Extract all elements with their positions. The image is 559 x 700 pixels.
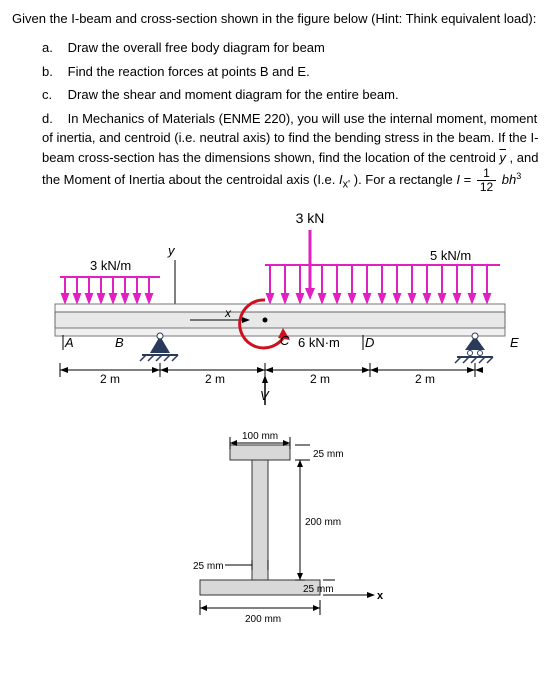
label-C: C <box>280 333 290 348</box>
letter-a: a. <box>42 38 64 58</box>
label-D: D <box>365 335 374 350</box>
letter-d: d. <box>42 109 64 129</box>
web-width: 25 mm <box>193 561 224 572</box>
span4: 2 m <box>415 372 435 386</box>
bh: bh <box>502 172 516 187</box>
x-label: x <box>224 306 232 320</box>
bot-width: 200 mm <box>245 614 281 625</box>
cross-section-diagram: 100 mm 25 mm 200 mm 25 mm 25 mm x 200 mm <box>145 425 415 635</box>
y-label: y <box>167 243 176 258</box>
text-d-1: In Mechanics of Materials (ENME 220), yo… <box>42 111 538 165</box>
item-d: d. In Mechanics of Materials (ENME 220),… <box>42 109 547 195</box>
top-width: 100 mm <box>242 431 278 442</box>
span1: 2 m <box>100 372 120 386</box>
label-E: E <box>510 335 519 350</box>
beam-diagram: 3 kN y 3 kN/m 5 kN/m <box>30 205 530 415</box>
ybar: y <box>499 150 506 165</box>
item-c: c. Draw the shear and moment diagram for… <box>42 85 547 105</box>
text-c: Draw the shear and moment diagram for th… <box>68 87 399 102</box>
bot-height: 25 mm <box>303 584 334 595</box>
label-B: B <box>115 335 124 350</box>
point-load-label: 3 kN <box>295 210 324 226</box>
intro-text: Given the I-beam and cross-section shown… <box>12 10 547 28</box>
span3: 2 m <box>310 372 330 386</box>
item-a: a. Draw the overall free body diagram fo… <box>42 38 547 58</box>
Ix-sub: x' <box>343 179 350 191</box>
text-d-3: ). For a rectangle <box>354 172 457 187</box>
top-height: 25 mm <box>313 449 344 460</box>
letter-c: c. <box>42 85 64 105</box>
label-V: V <box>260 388 270 403</box>
dist-right-label: 5 kN/m <box>430 248 471 263</box>
frac-top: 1 <box>477 167 496 181</box>
text-a: Draw the overall free body diagram for b… <box>68 40 325 55</box>
span2: 2 m <box>205 372 225 386</box>
letter-b: b. <box>42 62 64 82</box>
eq-I: I <box>456 172 460 187</box>
fraction: 1 12 <box>477 167 496 194</box>
text-b: Find the reaction forces at points B and… <box>68 64 310 79</box>
moment-label: 6 kN·m <box>298 335 340 350</box>
web-height: 200 mm <box>305 517 341 528</box>
dist-left-label: 3 kN/m <box>90 258 131 273</box>
label-A: A <box>64 335 74 350</box>
eq-eq: = <box>464 172 475 187</box>
cross-x-label: x <box>377 590 384 602</box>
item-b: b. Find the reaction forces at points B … <box>42 62 547 82</box>
question-list: a. Draw the overall free body diagram fo… <box>12 38 547 194</box>
frac-bot: 12 <box>477 181 496 194</box>
bh-exp: 3 <box>516 171 521 181</box>
